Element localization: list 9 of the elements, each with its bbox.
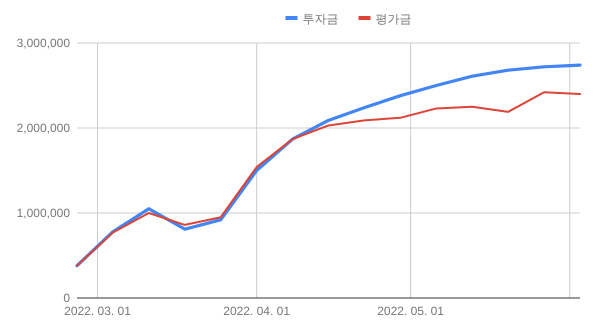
x-tick-label: 2022. 03. 01	[64, 304, 132, 318]
x-tick-label: 2022. 05. 01	[377, 304, 444, 318]
legend-label: 투자금	[302, 12, 338, 26]
y-tick-label: 1,000,000	[16, 206, 70, 220]
y-tick-label: 0	[63, 291, 70, 305]
y-tick-label: 2,000,000	[16, 121, 70, 135]
legend-label: 평가금	[376, 12, 412, 26]
y-tick-label: 3,000,000	[16, 36, 70, 50]
x-tick-label: 2022. 04. 01	[223, 304, 290, 318]
